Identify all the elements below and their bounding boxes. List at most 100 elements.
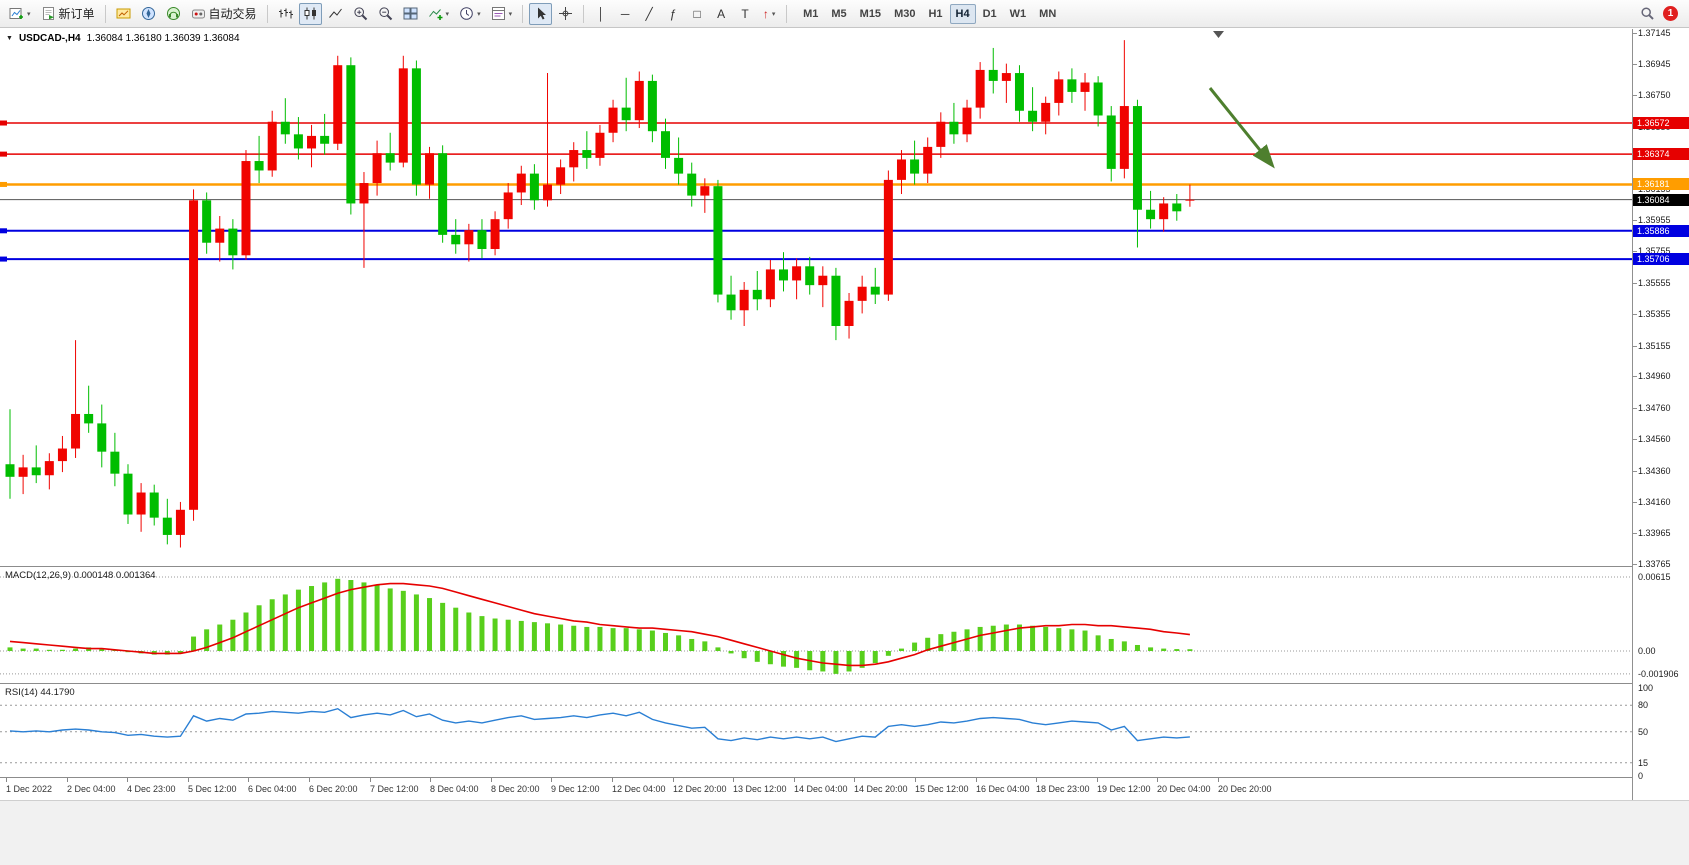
- macd-bar: [885, 651, 891, 656]
- candle: [608, 99, 618, 143]
- macd-bar: [374, 584, 380, 651]
- shapes-icon: □: [693, 6, 701, 21]
- time-tick: [854, 778, 855, 782]
- text-label-button[interactable]: T: [734, 3, 756, 25]
- axis-tick: [1633, 470, 1637, 472]
- hline-left-marker: [0, 256, 7, 262]
- macd-panel[interactable]: [0, 567, 1632, 683]
- time-tick: [188, 778, 189, 782]
- navigator-button[interactable]: [137, 3, 160, 25]
- timeframe-h4[interactable]: H4: [949, 3, 976, 24]
- macd-bar: [558, 624, 564, 651]
- periods-button[interactable]: ▾: [455, 3, 485, 25]
- macd-bar: [676, 635, 682, 651]
- text-button[interactable]: A: [710, 3, 732, 25]
- time-tick: [67, 778, 68, 782]
- macd-bar: [204, 629, 210, 651]
- time-tick: [673, 778, 674, 782]
- macd-bar: [649, 630, 655, 651]
- templates-button[interactable]: ▾: [487, 3, 517, 25]
- autotrade-button[interactable]: 自动交易: [187, 3, 261, 25]
- candle: [5, 409, 15, 499]
- timeframe-d1[interactable]: D1: [982, 7, 997, 20]
- main-chart[interactable]: [0, 29, 1632, 566]
- trendline-button[interactable]: ╱: [638, 3, 660, 25]
- terminal-icon: [166, 7, 180, 20]
- panel-splitter[interactable]: [0, 683, 1689, 684]
- candle: [175, 501, 185, 548]
- candle: [1080, 73, 1090, 111]
- timeframe-w1[interactable]: W1: [1009, 7, 1027, 20]
- candle: [202, 192, 212, 254]
- terminal-button[interactable]: [162, 3, 185, 25]
- rsi-axis-label: 80: [1638, 700, 1649, 711]
- date-label: 20 Dec 04:00: [1157, 784, 1211, 794]
- price-tag[interactable]: 1.35886: [1633, 224, 1689, 237]
- timeframe-m5[interactable]: M5: [831, 7, 847, 20]
- candle: [1106, 106, 1116, 182]
- crosshair-button[interactable]: [554, 3, 577, 25]
- zoom-in-button[interactable]: [349, 3, 372, 25]
- timeframe-m15[interactable]: M15: [859, 7, 882, 20]
- search-button[interactable]: [1636, 3, 1659, 25]
- price-tag[interactable]: 1.36181: [1633, 178, 1689, 191]
- bar-chart-icon: [278, 8, 293, 19]
- macd-bar: [780, 651, 786, 667]
- timeframe-h1[interactable]: H1: [928, 7, 943, 20]
- toolbar-separator: [583, 4, 585, 23]
- macd-bar: [597, 626, 603, 651]
- new-order-button[interactable]: 新订单: [37, 3, 99, 25]
- panel-splitter[interactable]: [0, 566, 1689, 567]
- shapes-button[interactable]: □: [686, 3, 708, 25]
- price-tag[interactable]: 1.35706: [1633, 253, 1689, 266]
- indicators-button[interactable]: ▾: [424, 3, 454, 25]
- candle: [490, 211, 500, 256]
- price-tag[interactable]: 1.36374: [1633, 148, 1689, 161]
- chevron-down-icon: ▾: [508, 10, 513, 18]
- macd-bar: [73, 648, 79, 651]
- zoom-out-button[interactable]: [374, 3, 397, 25]
- arrows-button[interactable]: ↑ ▾: [758, 3, 780, 25]
- notification-badge[interactable]: 1: [1663, 6, 1678, 21]
- time-tick: [6, 778, 7, 782]
- date-label: 5 Dec 12:00: [188, 784, 237, 794]
- symbol-dropdown-icon[interactable]: ▼: [6, 35, 13, 42]
- macd-bar: [7, 647, 13, 651]
- market-watch-button[interactable]: [112, 3, 135, 25]
- horizontal-line-button[interactable]: ─: [614, 3, 636, 25]
- candle: [1146, 190, 1156, 229]
- annotation-arrow[interactable]: [1208, 87, 1275, 169]
- rsi-label: RSI(14) 44.1790: [5, 687, 75, 698]
- vertical-line-button[interactable]: │: [590, 3, 612, 25]
- chart-shift-marker[interactable]: [1213, 31, 1224, 38]
- price-axis[interactable]: 1.371451.369451.367501.365501.363551.361…: [1632, 28, 1689, 800]
- new-chart-button[interactable]: ▾: [5, 3, 35, 25]
- time-axis[interactable]: 1 Dec 2022 2 Dec 04:00 4 Dec 23:00 5 Dec 12…: [0, 778, 1632, 800]
- rsi-panel[interactable]: [0, 684, 1632, 777]
- timeframe-m30[interactable]: M30: [894, 7, 916, 20]
- timeframe-mn[interactable]: MN: [1039, 7, 1057, 20]
- candle: [778, 252, 788, 292]
- macd-bar: [663, 632, 668, 651]
- panel-splitter[interactable]: [0, 777, 1689, 778]
- date-label: 8 Dec 04:00: [430, 784, 479, 794]
- cursor-button[interactable]: [529, 2, 553, 25]
- macd-bar: [322, 582, 328, 651]
- bar-chart-button[interactable]: [274, 3, 297, 25]
- timeframe-m1[interactable]: M1: [803, 7, 819, 20]
- candle: [149, 484, 159, 526]
- candlestick-chart-button[interactable]: [298, 2, 322, 25]
- price-tag[interactable]: 1.36572: [1633, 117, 1689, 129]
- date-label: 14 Dec 04:00: [794, 784, 848, 794]
- rsi-axis-label: 50: [1638, 726, 1649, 737]
- macd-bar: [191, 636, 197, 651]
- price-axis-label: 1.33765: [1638, 559, 1671, 569]
- macd-axis-label: 0.00: [1638, 646, 1656, 656]
- candle: [307, 124, 317, 168]
- line-chart-button[interactable]: [324, 3, 347, 25]
- macd-bar: [623, 628, 629, 651]
- tile-windows-button[interactable]: [399, 3, 422, 25]
- fibonacci-button[interactable]: ƒ: [662, 3, 684, 25]
- macd-bar: [1003, 624, 1009, 651]
